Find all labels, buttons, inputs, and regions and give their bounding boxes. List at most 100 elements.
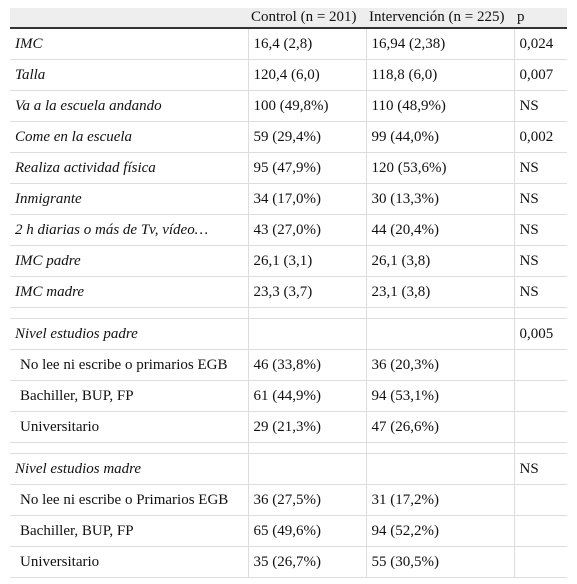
row-label: IMC madre xyxy=(10,276,249,308)
data-row: Talla 120,4 (6,0) 118,8 (6,0) 0,007 xyxy=(10,59,567,91)
header-cell: Control (n = 201) xyxy=(248,8,366,29)
cell: 16,94 (2,38) xyxy=(366,28,515,60)
p-value xyxy=(514,411,567,443)
p-value: NS xyxy=(514,90,567,122)
p-value: 0,024 xyxy=(514,28,567,60)
header-cell xyxy=(10,8,248,29)
cell: 61 (44,9%) xyxy=(248,380,367,412)
spacer-cell xyxy=(514,307,567,319)
cell: 95 (47,9%) xyxy=(248,152,367,184)
data-row: No lee ni escribe o Primarios EGB 36 (27,… xyxy=(10,484,567,516)
row-label: 2 h diarias o más de Tv, vídeo… xyxy=(10,214,249,246)
spacer-cell xyxy=(514,442,567,454)
header-row: Control (n = 201) Intervención (n = 225)… xyxy=(10,8,567,29)
group-row: Nivel estudios madre NS xyxy=(10,453,567,485)
data-row: IMC madre 23,3 (3,7) 23,1 (3,8) NS xyxy=(10,276,567,308)
row-label: IMC xyxy=(10,28,249,60)
header-cell: p xyxy=(514,8,567,29)
cell: 94 (52,2%) xyxy=(366,515,515,547)
table-header: Control (n = 201) Intervención (n = 225)… xyxy=(10,8,567,29)
p-value xyxy=(514,515,567,547)
spacer-cell xyxy=(366,307,515,319)
p-value: NS xyxy=(514,276,567,308)
cell xyxy=(248,318,367,350)
p-value: NS xyxy=(514,245,567,277)
cell: 29 (21,3%) xyxy=(248,411,367,443)
spacer-cell xyxy=(10,442,249,454)
data-row: IMC 16,4 (2,8) 16,94 (2,38) 0,024 xyxy=(10,28,567,60)
p-value: 0,007 xyxy=(514,59,567,91)
spacer-row xyxy=(10,307,567,319)
cell: 55 (30,5%) xyxy=(366,546,515,578)
data-row: Va a la escuela andando 100 (49,8%) 110 (4… xyxy=(10,90,567,122)
spacer-cell xyxy=(248,307,367,319)
p-value xyxy=(514,380,567,412)
p-value: NS xyxy=(514,214,567,246)
spacer-row xyxy=(10,442,567,454)
row-label: Talla xyxy=(10,59,249,91)
group-title: Nivel estudios padre xyxy=(10,318,249,350)
cell: 26,1 (3,1) xyxy=(248,245,367,277)
cell: 35 (26,7%) xyxy=(248,546,367,578)
cell: 120,4 (6,0) xyxy=(248,59,367,91)
p-value: NS xyxy=(514,453,567,485)
row-label: Va a la escuela andando xyxy=(10,90,249,122)
cell: 16,4 (2,8) xyxy=(248,28,367,60)
cell xyxy=(366,318,515,350)
cell: 26,1 (3,8) xyxy=(366,245,515,277)
row-label: Bachiller, BUP, FP xyxy=(10,515,249,547)
cell xyxy=(366,453,515,485)
data-row: IMC padre 26,1 (3,1) 26,1 (3,8) NS xyxy=(10,245,567,277)
cell: 36 (20,3%) xyxy=(366,349,515,381)
table-body: IMC 16,4 (2,8) 16,94 (2,38) 0,024 Talla 120,4… xyxy=(10,28,567,578)
row-label: Universitario xyxy=(10,546,249,578)
cell: 34 (17,0%) xyxy=(248,183,367,215)
cell: 23,1 (3,8) xyxy=(366,276,515,308)
p-value: 0,002 xyxy=(514,121,567,153)
data-table: Control (n = 201) Intervención (n = 225)… xyxy=(10,8,567,578)
row-label: No lee ni escribe o primarios EGB xyxy=(10,349,249,381)
row-label: Realiza actividad física xyxy=(10,152,249,184)
cell: 118,8 (6,0) xyxy=(366,59,515,91)
cell: 44 (20,4%) xyxy=(366,214,515,246)
cell: 65 (49,6%) xyxy=(248,515,367,547)
cell: 100 (49,8%) xyxy=(248,90,367,122)
p-value: NS xyxy=(514,183,567,215)
data-row: Come en la escuela 59 (29,4%) 99 (44,0%) 0,… xyxy=(10,121,567,153)
cell: 94 (53,1%) xyxy=(366,380,515,412)
header-cell: Intervención (n = 225) xyxy=(366,8,514,29)
cell: 46 (33,8%) xyxy=(248,349,367,381)
p-value xyxy=(514,349,567,381)
p-value xyxy=(514,484,567,516)
data-row: Universitario 35 (26,7%) 55 (30,5%) xyxy=(10,546,567,578)
group-title: Nivel estudios madre xyxy=(10,453,249,485)
p-value xyxy=(514,546,567,578)
cell: 47 (26,6%) xyxy=(366,411,515,443)
cell xyxy=(248,453,367,485)
cell: 59 (29,4%) xyxy=(248,121,367,153)
cell: 120 (53,6%) xyxy=(366,152,515,184)
row-label: Inmigrante xyxy=(10,183,249,215)
cell: 36 (27,5%) xyxy=(248,484,367,516)
p-value: 0,005 xyxy=(514,318,567,350)
data-row: No lee ni escribe o primarios EGB 46 (33,… xyxy=(10,349,567,381)
row-label: Come en la escuela xyxy=(10,121,249,153)
row-label: No lee ni escribe o Primarios EGB xyxy=(10,484,249,516)
spacer-cell xyxy=(248,442,367,454)
row-label: IMC padre xyxy=(10,245,249,277)
cell: 43 (27,0%) xyxy=(248,214,367,246)
data-row: Universitario 29 (21,3%) 47 (26,6%) xyxy=(10,411,567,443)
cell: 99 (44,0%) xyxy=(366,121,515,153)
cell: 30 (13,3%) xyxy=(366,183,515,215)
p-value: NS xyxy=(514,152,567,184)
data-row: Bachiller, BUP, FP 61 (44,9%) 94 (53,1%) xyxy=(10,380,567,412)
spacer-cell xyxy=(366,442,515,454)
cell: 31 (17,2%) xyxy=(366,484,515,516)
data-row: Realiza actividad física 95 (47,9%) 120 (5… xyxy=(10,152,567,184)
spacer-cell xyxy=(10,307,249,319)
group-row: Nivel estudios padre 0,005 xyxy=(10,318,567,350)
row-label: Bachiller, BUP, FP xyxy=(10,380,249,412)
data-row: 2 h diarias o más de Tv, vídeo… 43 (27,0%… xyxy=(10,214,567,246)
row-label: Universitario xyxy=(10,411,249,443)
